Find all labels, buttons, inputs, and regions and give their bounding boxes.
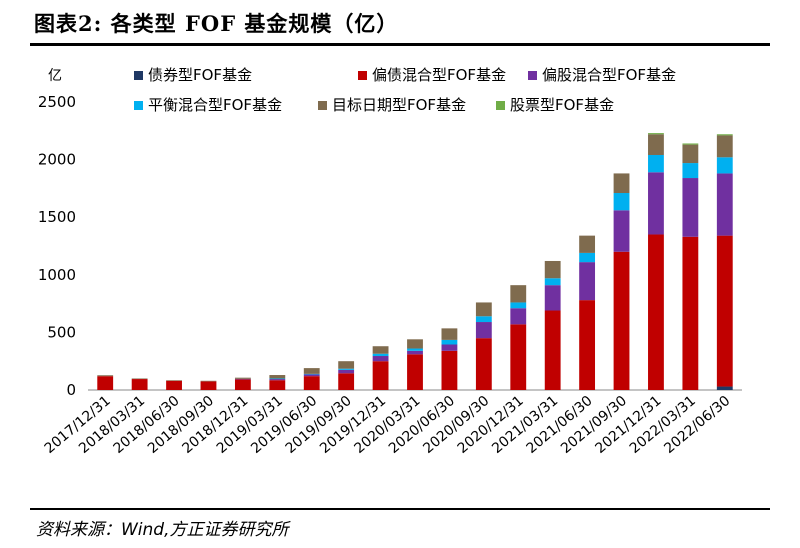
y-tick-label: 2000 bbox=[38, 151, 76, 169]
bar-segment bbox=[716, 135, 733, 158]
bar-segment bbox=[338, 368, 355, 370]
bar-segment bbox=[613, 193, 630, 211]
legend-swatch bbox=[134, 71, 143, 80]
bar-segment bbox=[648, 172, 664, 235]
bar-segment bbox=[372, 346, 389, 354]
bar-segment bbox=[648, 154, 664, 173]
y-tick-label: 500 bbox=[47, 323, 76, 341]
legend-label: 平衡混合型FOF基金 bbox=[148, 96, 282, 114]
bar-segment bbox=[544, 285, 561, 311]
bar-segment bbox=[441, 328, 458, 340]
bar-segment bbox=[475, 338, 492, 390]
source-rule bbox=[30, 508, 770, 510]
bar-segment bbox=[613, 251, 630, 390]
bar-segment bbox=[407, 339, 423, 349]
legend-swatch bbox=[358, 71, 367, 80]
bar-segment bbox=[441, 344, 458, 351]
bar-segment bbox=[475, 316, 492, 323]
bar-segment bbox=[372, 353, 389, 357]
bar-segment bbox=[510, 324, 527, 390]
legend-label: 股票型FOF基金 bbox=[510, 96, 614, 114]
bar-segment bbox=[475, 302, 492, 317]
y-tick-label: 1500 bbox=[38, 208, 76, 226]
bar-segment bbox=[579, 262, 596, 301]
bar-segment bbox=[131, 378, 148, 380]
bar-segment bbox=[716, 235, 733, 387]
bar-segment bbox=[234, 379, 251, 390]
bar-segment bbox=[613, 173, 630, 194]
bar-segment bbox=[407, 350, 423, 355]
bar-segment bbox=[716, 157, 733, 174]
bar-segment bbox=[682, 163, 699, 179]
bar-segment bbox=[303, 368, 320, 374]
bar-segment bbox=[338, 369, 355, 374]
stacked-bar-chart: 亿050010001500200025002017/12/312018/03/3… bbox=[38, 66, 742, 457]
bar-segment bbox=[441, 350, 458, 390]
bar-segment bbox=[579, 235, 596, 253]
bar-segment bbox=[303, 374, 320, 377]
bar-segment bbox=[338, 373, 355, 390]
legend-label: 偏债混合型FOF基金 bbox=[372, 66, 506, 84]
bar-segment bbox=[269, 379, 286, 381]
bar-segment bbox=[234, 378, 251, 380]
bar-segment bbox=[269, 378, 286, 380]
title-rule bbox=[30, 43, 770, 46]
bar-segment bbox=[441, 339, 458, 345]
bar-segment bbox=[97, 375, 114, 377]
bar-segment bbox=[544, 278, 561, 286]
bar-segment bbox=[372, 356, 389, 362]
bar-segment bbox=[544, 260, 561, 279]
legend-swatch bbox=[318, 101, 327, 110]
bar-segment bbox=[166, 380, 182, 390]
bar-segment bbox=[510, 308, 527, 325]
bar-segment bbox=[166, 380, 182, 381]
y-axis-unit: 亿 bbox=[48, 68, 62, 84]
legend-label: 债券型FOF基金 bbox=[148, 66, 252, 84]
bar-segment bbox=[682, 236, 699, 390]
y-tick-label: 2500 bbox=[38, 93, 76, 111]
legend-label: 偏股混合型FOF基金 bbox=[542, 66, 676, 84]
bar-segment bbox=[510, 285, 527, 303]
bar-segment bbox=[716, 134, 733, 136]
y-tick-label: 0 bbox=[66, 381, 76, 399]
legend-swatch bbox=[496, 101, 505, 110]
bar-segment bbox=[269, 375, 286, 379]
bar-segment bbox=[407, 354, 423, 390]
bar-segment bbox=[544, 310, 561, 390]
bar-segment bbox=[648, 234, 664, 390]
bar-segment bbox=[303, 376, 320, 390]
bar-segment bbox=[648, 133, 664, 135]
bar-segment bbox=[579, 300, 596, 390]
figure-title: 图表2: 各类型 FOF 基金规模（亿） bbox=[34, 11, 399, 36]
bar-segment bbox=[682, 144, 699, 164]
bar-segment bbox=[234, 377, 251, 379]
bar-segment bbox=[372, 361, 389, 390]
bar-segment bbox=[475, 322, 492, 339]
bar-segment bbox=[682, 178, 699, 237]
bar-segment bbox=[269, 380, 286, 390]
y-tick-label: 1000 bbox=[38, 266, 76, 284]
bar-segment bbox=[579, 252, 596, 263]
bar-segment bbox=[510, 302, 527, 309]
bar-segment bbox=[716, 173, 733, 236]
bar-segment bbox=[200, 380, 217, 382]
bar-segment bbox=[648, 134, 664, 155]
bar-segment bbox=[338, 361, 355, 369]
bar-segment bbox=[200, 381, 217, 390]
legend-swatch bbox=[528, 71, 537, 80]
source-note: 资料来源：Wind,方正证券研究所 bbox=[36, 520, 289, 540]
legend-swatch bbox=[134, 101, 143, 110]
bar-segment bbox=[131, 379, 148, 390]
bar-segment bbox=[97, 376, 114, 390]
bar-segment bbox=[303, 373, 320, 375]
bar-segment bbox=[613, 210, 630, 252]
bar-segment bbox=[407, 348, 423, 351]
bar-segment bbox=[716, 386, 733, 390]
legend-label: 目标日期型FOF基金 bbox=[332, 96, 466, 114]
bar-segment bbox=[682, 143, 699, 145]
